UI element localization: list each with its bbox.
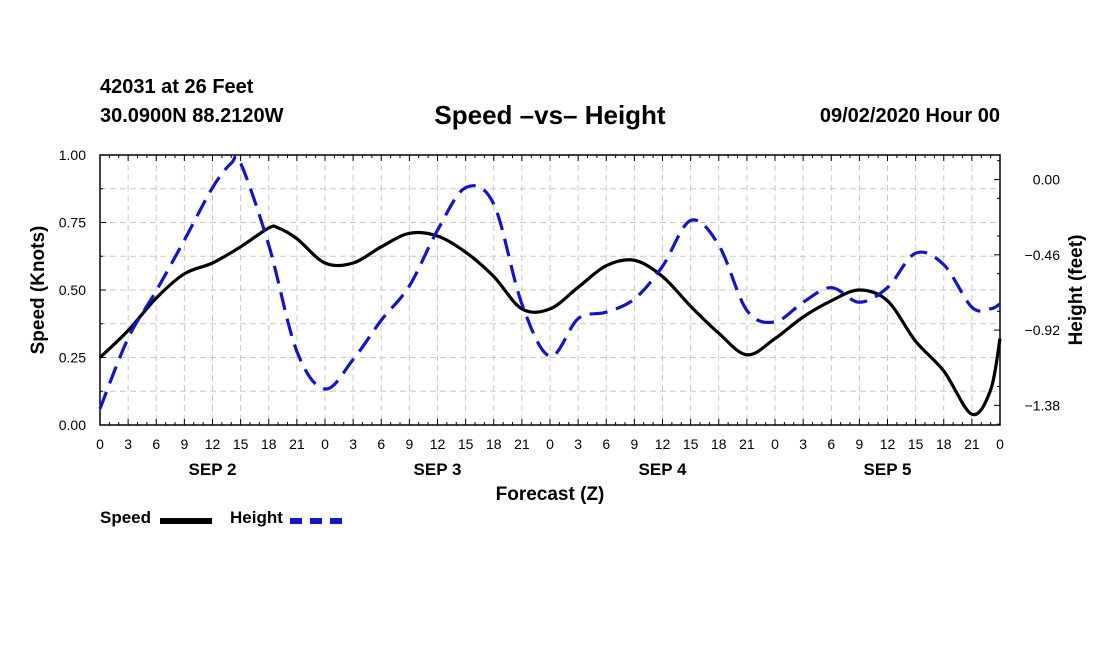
x-tick-label: 18 <box>261 436 277 452</box>
day-label: SEP 4 <box>639 460 687 479</box>
y-tick-label: 0.25 <box>59 350 86 366</box>
y2-axis-title: Height (feet) <box>1066 235 1087 346</box>
legend-speed-label: Speed <box>100 508 152 527</box>
coordinates-label: 30.0900N 88.2120W <box>100 105 284 127</box>
x-tick-label: 3 <box>574 436 582 452</box>
forecast-timestamp: 09/02/2020 Hour 00 <box>819 105 1000 127</box>
x-tick-label: 21 <box>289 436 305 452</box>
y-axis-title: Speed (Knots) <box>28 226 49 355</box>
x-tick-label: 9 <box>405 436 413 452</box>
x-tick-label: 21 <box>514 436 530 452</box>
y2-tick-label: −0.92 <box>1025 322 1061 338</box>
x-tick-label: 21 <box>964 436 980 452</box>
x-tick-label: 9 <box>630 436 638 452</box>
y-tick-label: 1.00 <box>59 147 86 163</box>
plot-frame <box>99 154 1001 426</box>
y-tick-label: 0.50 <box>59 282 86 298</box>
x-tick-label: 15 <box>908 436 924 452</box>
series-line-speed <box>98 224 1002 417</box>
x-tick-label: 15 <box>458 436 474 452</box>
x-tick-label: 6 <box>377 436 385 452</box>
y2-tick-label: −1.38 <box>1025 397 1061 413</box>
legend-speed-swatch <box>160 518 212 524</box>
legend-height-swatch <box>290 518 342 524</box>
y2-tick-label: 0.00 <box>1033 172 1060 188</box>
y-tick-label: 0.00 <box>59 417 86 433</box>
x-tick-label: 12 <box>880 436 896 452</box>
x-tick-label: 6 <box>827 436 835 452</box>
chart-title: Speed –vs– Height <box>434 100 666 130</box>
x-tick-label: 0 <box>96 436 104 452</box>
x-tick-label: 12 <box>430 436 446 452</box>
x-tick-label: 0 <box>996 436 1004 452</box>
legend-height-label: Height <box>230 508 283 527</box>
x-tick-label: 12 <box>655 436 671 452</box>
x-tick-label: 18 <box>711 436 727 452</box>
x-tick-label: 12 <box>205 436 221 452</box>
x-tick-label: 6 <box>152 436 160 452</box>
x-tick-label: 0 <box>546 436 554 452</box>
day-label: SEP 3 <box>414 460 462 479</box>
x-tick-label: 3 <box>124 436 132 452</box>
y2-tick-label: −0.46 <box>1025 247 1061 263</box>
x-tick-label: 0 <box>771 436 779 452</box>
day-label: SEP 2 <box>189 460 237 479</box>
x-tick-label: 6 <box>602 436 610 452</box>
day-label: SEP 5 <box>864 460 912 479</box>
x-tick-label: 15 <box>683 436 699 452</box>
x-tick-label: 18 <box>936 436 952 452</box>
x-axis-title: Forecast (Z) <box>496 484 605 505</box>
x-tick-label: 3 <box>349 436 357 452</box>
x-tick-label: 21 <box>739 436 755 452</box>
x-tick-label: 9 <box>855 436 863 452</box>
x-tick-label: 18 <box>486 436 502 452</box>
series-line-height <box>98 154 1001 410</box>
x-tick-label: 0 <box>321 436 329 452</box>
x-tick-label: 15 <box>233 436 249 452</box>
station-label: 42031 at 26 Feet <box>100 76 254 98</box>
y-tick-label: 0.75 <box>59 215 86 231</box>
x-tick-label: 3 <box>799 436 807 452</box>
x-tick-label: 9 <box>180 436 188 452</box>
